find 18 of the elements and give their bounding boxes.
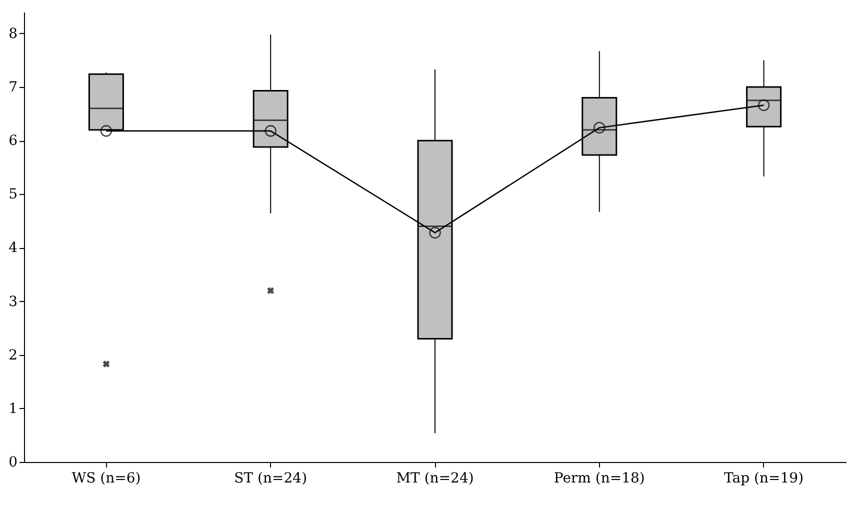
- x-tick-label: Tap (n=19): [724, 470, 804, 486]
- y-tick-label: 6: [8, 133, 18, 150]
- x-tick-label: WS (n=6): [72, 470, 141, 486]
- point: [594, 122, 606, 134]
- x-tick-label: ST (n=24): [234, 470, 308, 486]
- y-tick-label: 7: [8, 80, 18, 96]
- y-tick-label: 0: [8, 454, 18, 470]
- point: [100, 125, 112, 137]
- y-tick-label: 3: [8, 294, 18, 310]
- y-tick-label: 5: [8, 186, 18, 203]
- y-tick-label: 4: [8, 240, 18, 256]
- point: [429, 226, 441, 239]
- point: [264, 125, 276, 137]
- y-tick-label: 8: [8, 26, 18, 42]
- y-tick-label: 1: [8, 400, 18, 417]
- y-tick-label: 2: [8, 347, 18, 364]
- x-tick-label: Perm (n=18): [554, 470, 645, 486]
- x-tick-label: MT (n=24): [396, 470, 474, 486]
